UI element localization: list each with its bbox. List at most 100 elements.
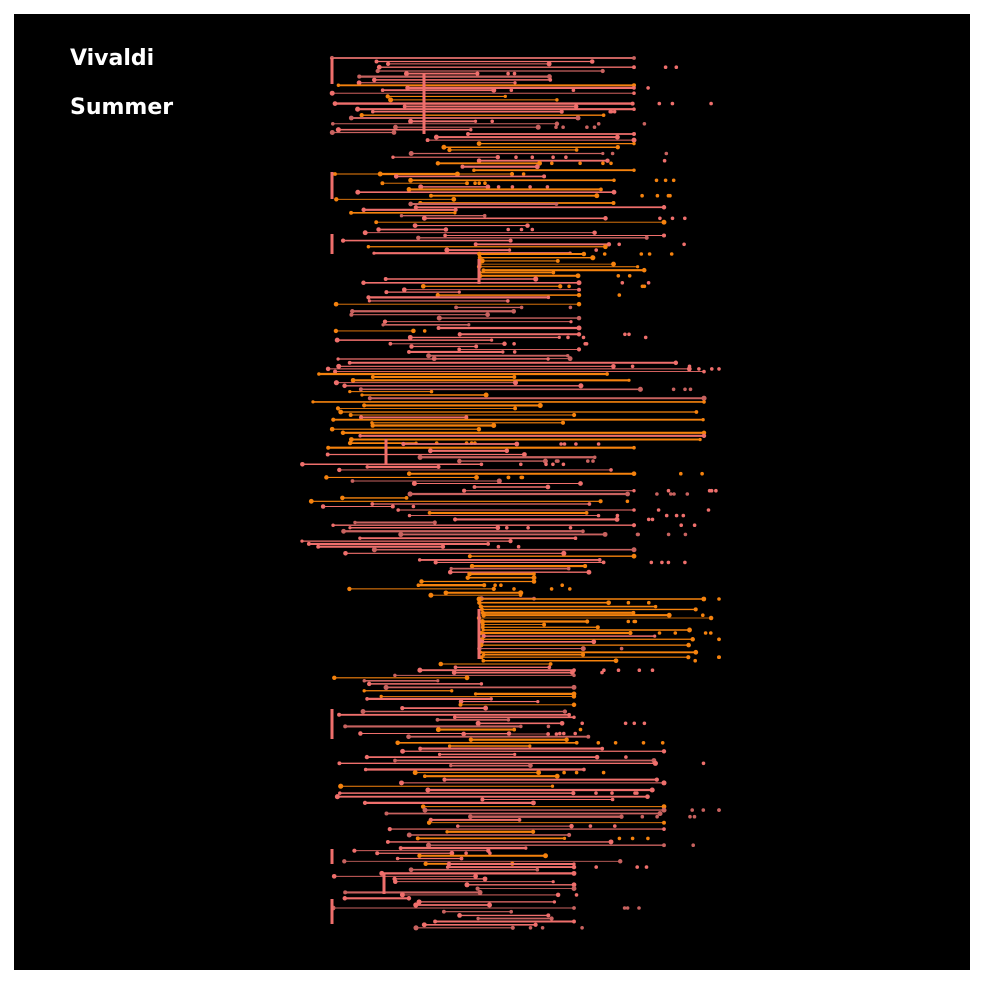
note-dot <box>615 145 620 150</box>
scatter-dot <box>506 71 510 76</box>
note-dot <box>653 604 658 609</box>
note-dot <box>481 268 486 273</box>
note-visualization <box>300 55 721 931</box>
note-dot <box>632 91 636 95</box>
scatter-dot <box>600 670 604 675</box>
scatter-dot <box>682 242 686 247</box>
note-dot <box>473 119 478 123</box>
scatter-dot <box>506 475 511 480</box>
note-dot <box>600 68 605 74</box>
scatter-dot <box>573 731 577 736</box>
note-dot <box>420 283 426 289</box>
scatter-dot <box>490 119 495 124</box>
note-dot <box>594 193 600 199</box>
note-dot <box>569 823 574 829</box>
note-dot <box>340 430 346 436</box>
note-dot <box>476 916 480 921</box>
note-dot <box>371 77 377 83</box>
note-dot <box>571 684 577 690</box>
scatter-dot <box>562 731 566 736</box>
scatter-dot <box>660 741 665 745</box>
note-dot <box>300 461 305 467</box>
scatter-dot <box>578 727 583 732</box>
note-dot <box>395 740 400 746</box>
note-dot <box>586 569 592 575</box>
note-dot <box>429 389 434 394</box>
note-dot <box>426 842 432 848</box>
scatter-dot <box>608 109 612 114</box>
note-dot <box>567 832 572 838</box>
note-dot <box>477 251 482 257</box>
note-dot <box>390 504 395 509</box>
scatter-dot <box>574 442 578 446</box>
note-dot <box>375 68 380 74</box>
note-dot <box>631 523 637 528</box>
note-dot <box>343 724 348 729</box>
scatter-dot <box>626 619 631 624</box>
note-dot <box>338 783 344 789</box>
note-dot <box>571 886 577 892</box>
note-dot <box>335 406 341 411</box>
note-dot <box>698 437 702 442</box>
note-dot <box>693 607 698 612</box>
note-dot <box>514 441 520 447</box>
note-dot <box>567 712 571 717</box>
note-dot <box>635 265 640 269</box>
scatter-dot <box>509 88 514 92</box>
scatter-dot <box>717 655 721 659</box>
scatter-dot <box>666 193 671 198</box>
scatter-dot <box>514 155 518 159</box>
note-dot <box>348 115 354 121</box>
note-dot <box>513 406 518 411</box>
scatter-dot <box>654 178 659 183</box>
scatter-dot <box>642 284 647 289</box>
scatter-dot <box>585 125 589 129</box>
note-dot <box>467 554 472 559</box>
scatter-dot <box>544 462 548 467</box>
note-dot <box>385 94 390 99</box>
note-dot <box>432 520 437 525</box>
note-dot <box>374 220 379 225</box>
note-dot <box>451 670 457 675</box>
scatter-dot <box>640 814 645 819</box>
note-dot <box>573 536 578 541</box>
note-dot <box>333 380 339 386</box>
note-dot <box>421 922 427 928</box>
note-dot <box>446 861 452 867</box>
note-dot <box>528 763 533 768</box>
scatter-dot <box>640 193 644 198</box>
note-dot <box>435 727 441 733</box>
scatter-dot <box>674 65 679 69</box>
note-dot <box>379 694 383 699</box>
note-dot <box>508 538 513 544</box>
note-dot <box>559 720 565 726</box>
note-dot <box>428 592 434 598</box>
note-dot <box>577 287 581 292</box>
note-dot <box>571 870 577 876</box>
note-dot <box>613 658 619 664</box>
scatter-dot <box>613 741 618 745</box>
note-dot <box>601 151 605 156</box>
note-dot <box>542 622 547 627</box>
note-dot <box>619 814 624 819</box>
note-dot <box>454 305 459 310</box>
note-dot <box>423 861 428 867</box>
scatter-dot <box>567 284 571 289</box>
note-dot <box>342 383 347 389</box>
scatter-dot <box>627 274 632 278</box>
note-dot <box>311 400 315 404</box>
scatter-dot <box>683 387 687 392</box>
note-dot <box>546 295 551 300</box>
note-dot <box>654 777 659 782</box>
note-dot <box>383 684 389 690</box>
note-dot <box>436 326 441 330</box>
note-dot <box>554 773 560 779</box>
note-dot <box>632 508 636 512</box>
note-dot <box>325 452 330 457</box>
scatter-dot <box>636 532 640 537</box>
note-dot <box>360 393 364 397</box>
note-dot <box>385 839 390 844</box>
note-dot <box>464 675 470 681</box>
note-dot <box>362 679 367 683</box>
note-dot <box>350 309 355 314</box>
